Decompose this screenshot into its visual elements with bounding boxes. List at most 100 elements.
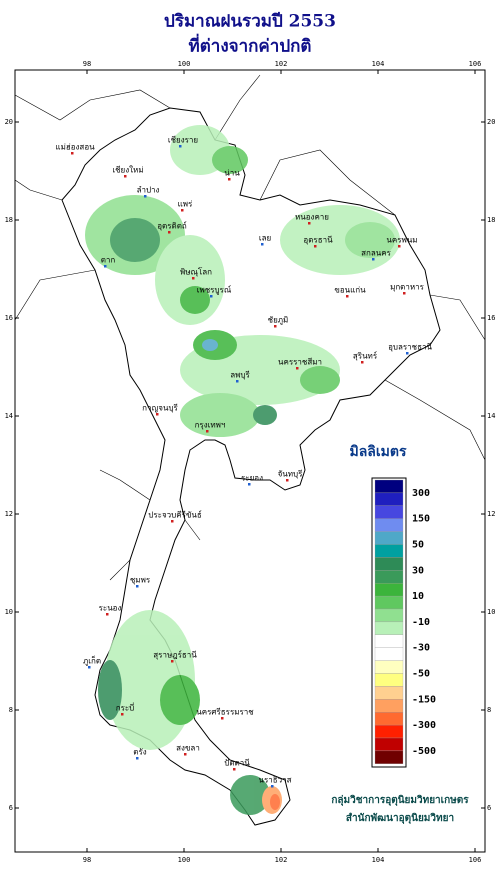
station: [181, 209, 184, 212]
station: [346, 295, 349, 298]
place-label: ตาก: [101, 256, 116, 265]
station: [206, 430, 209, 433]
legend-label: -500: [412, 746, 436, 757]
station: [403, 292, 406, 295]
station: [210, 295, 213, 298]
place-label: มุกดาหาร: [390, 283, 425, 292]
station: [124, 175, 127, 178]
station: [144, 195, 147, 198]
place-label: สงขลา: [176, 744, 200, 753]
lon-tick-label: 98: [83, 60, 91, 68]
legend-label: 10: [412, 591, 424, 602]
station: [372, 258, 375, 261]
lat-tick-label: 10: [5, 608, 13, 616]
place-label: กาญจนบุรี: [142, 404, 178, 413]
legend-swatch: [374, 673, 404, 687]
legend-swatch: [374, 570, 404, 584]
place-label: นครพนม: [386, 236, 417, 245]
lat-tick-label: 10: [487, 608, 495, 616]
lon-tick-label: 104: [372, 60, 385, 68]
legend-label: -50: [412, 669, 430, 680]
station: [88, 666, 91, 669]
lon-tick-label: 98: [83, 856, 91, 864]
lat-tick-label: 14: [5, 412, 13, 420]
station: [171, 660, 174, 663]
station: [361, 361, 364, 364]
station: [236, 380, 239, 383]
lat-tick-label: 16: [487, 314, 495, 322]
legend-swatch: [374, 518, 404, 532]
legend-swatch: [374, 737, 404, 752]
place-label: กระบี่: [116, 702, 135, 713]
station: [221, 717, 224, 720]
station: [156, 413, 159, 416]
station: [136, 585, 139, 588]
station: [406, 352, 409, 355]
legend-label: -10: [412, 617, 430, 628]
lon-tick-label: 100: [178, 856, 191, 864]
place-label: สกลนคร: [361, 249, 391, 258]
station: [314, 245, 317, 248]
legend-swatch: [374, 712, 404, 726]
place-label: เพชรบูรณ์: [197, 285, 232, 296]
place-label: แพร่: [178, 200, 193, 209]
legend-swatch: [374, 608, 404, 623]
place-label: ชัยภูมิ: [268, 316, 289, 326]
title: ที่ต่างจากค่าปกติ: [189, 34, 312, 57]
station: [168, 231, 171, 234]
legend-label: -300: [412, 720, 436, 731]
lat-tick-label: 20: [487, 118, 495, 126]
legend-label: -30: [412, 643, 430, 654]
lon-tick-label: 100: [178, 60, 191, 68]
legend-label: -150: [412, 694, 436, 705]
legend-swatch: [374, 531, 404, 545]
place-label: ระนอง: [99, 604, 122, 613]
lon-tick-label: 106: [469, 856, 482, 864]
legend-label: 150: [412, 514, 430, 525]
place-label: สุรินทร์: [353, 351, 378, 361]
legend-swatch: [374, 699, 404, 713]
lon-tick-label: 102: [275, 60, 288, 68]
place-label: ระยอง: [241, 474, 263, 483]
place-label: น่าน: [224, 169, 240, 178]
station: [121, 713, 124, 716]
neighbors: [14, 74, 486, 581]
station: [106, 613, 109, 616]
place-label: ภูเก็ต: [83, 656, 101, 667]
place-label: อุตรดิตถ์: [157, 221, 187, 231]
legend-frame: [371, 477, 407, 768]
station: [274, 325, 277, 328]
place-label: แม่ฮ่องสอน: [55, 143, 95, 152]
place-label: กรุงเทพฯ: [195, 421, 226, 430]
legend-swatch: [374, 634, 404, 648]
place-label: เชียงใหม่: [112, 166, 143, 175]
station: [261, 243, 264, 246]
legend-label: 50: [412, 540, 424, 551]
station: [398, 245, 401, 248]
lat-tick-label: 12: [487, 510, 495, 518]
legend-swatch: [374, 750, 404, 764]
place-label: ประจวบคีรีขันธ์: [148, 510, 202, 520]
lon-tick-label: 104: [372, 856, 385, 864]
lat-tick-label: 20: [5, 118, 13, 126]
legend-swatch: [374, 583, 404, 597]
place-label: เลย: [259, 234, 271, 243]
lat-tick-label: 8: [487, 706, 491, 714]
lat-tick-label: 18: [5, 216, 13, 224]
lat-tick-label: 12: [5, 510, 13, 518]
station: [286, 479, 289, 482]
anomaly-shading: [85, 125, 400, 815]
place-label: นครศรีธรรมราช: [196, 708, 254, 717]
place-label: ปัตตานี: [224, 759, 250, 768]
legend-label: 300: [412, 488, 430, 499]
legend-swatch: [374, 505, 404, 519]
place-label: หนองคาย: [295, 213, 329, 222]
station: [308, 222, 311, 225]
place-label: อุบลราชธานี: [388, 343, 432, 352]
legend-swatch: [374, 595, 404, 610]
place-label: พิษณุโลก: [180, 267, 212, 277]
place-label: ตรัง: [133, 748, 146, 757]
lat-tick-label: 8: [9, 706, 13, 714]
